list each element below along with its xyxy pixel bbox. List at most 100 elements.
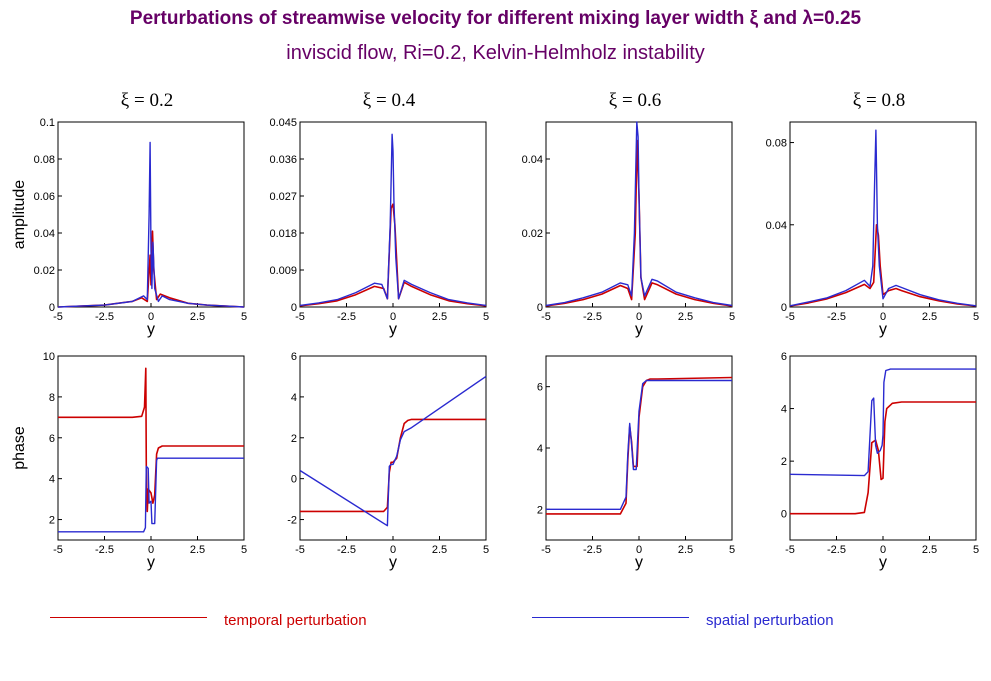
panel-phase-4-ytick-label: 6 — [781, 351, 787, 363]
panel-amplitude-4-xtick-label: 2.5 — [922, 311, 937, 323]
panel-amplitude-1-heading: ξ = 0.2 — [121, 90, 173, 111]
panel-phase-3-ytick-label: 2 — [537, 504, 543, 516]
panel-phase-4-ytick-label: 2 — [781, 456, 787, 468]
panel-phase-3-xtick-label: 0 — [636, 544, 642, 556]
panel-amplitude-1-xtick-label: 5 — [241, 311, 247, 323]
panel-amplitude-1-spatial-line — [57, 141, 245, 308]
panel-phase-1-xtick-label: 2.5 — [190, 544, 205, 556]
legend-spatial-label: spatial perturbation — [706, 612, 834, 629]
panel-amplitude-2-xtick-label: 5 — [483, 311, 489, 323]
panel-amplitude-4-xtick-label: 0 — [880, 311, 886, 323]
panel-phase-2-xlabel: y — [389, 554, 397, 571]
panel-amplitude-3-ytick-label: 0.04 — [522, 154, 543, 166]
panel-phase-2-spatial-line — [299, 375, 487, 527]
panel-amplitude-4-ytick-label: 0.08 — [766, 138, 787, 150]
panel-amplitude-4-heading: ξ = 0.8 — [853, 90, 905, 111]
panel-amplitude-4-ytick-label: 0.04 — [766, 220, 787, 232]
panel-phase-2-xtick-label: 2.5 — [432, 544, 447, 556]
panel-amplitude-4-spatial-line — [789, 129, 977, 307]
panel-phase-3-spatial-line — [546, 379, 732, 510]
panel-amplitude-4-xlabel: y — [879, 321, 887, 338]
panel-amplitude-1-xtick-label: -5 — [53, 311, 63, 323]
panel-amplitude-2-ytick-label: 0.045 — [269, 117, 297, 129]
panel-amplitude-4-xtick-label: 5 — [973, 311, 979, 323]
panel-amplitude-1-ytick-label: 0.06 — [34, 191, 55, 203]
panel-amplitude-3-ytick-label: 0.02 — [522, 228, 543, 240]
panel-phase-1-ytick-label: 4 — [49, 474, 55, 486]
panel-amplitude-1-xtick-label: -2.5 — [95, 311, 114, 323]
panel-phase-4-xlabel: y — [879, 554, 887, 571]
panel-amplitude-3-xtick-label: -2.5 — [583, 311, 602, 323]
panel-phase-4-xtick-label: 0 — [880, 544, 886, 556]
panel-amplitude-2-ytick-label: 0 — [291, 302, 297, 314]
panel-phase-3-xtick-label: 2.5 — [678, 544, 693, 556]
panel-phase-1-ytick-label: 2 — [49, 515, 55, 527]
panel-phase-3-frame — [545, 355, 733, 541]
panel-phase-2-xtick-label: 0 — [390, 544, 396, 556]
panel-amplitude-2-xtick-label: 0 — [390, 311, 396, 323]
panel-amplitude-4-temporal-line — [789, 224, 977, 307]
panel-phase-1-xlabel: y — [147, 554, 155, 571]
panel-phase-3-ytick-label: 6 — [537, 382, 543, 394]
panel-amplitude-4-ytick-label: 0 — [781, 302, 787, 314]
panel-amplitude-1-ytick-label: 0 — [49, 302, 55, 314]
panel-phase-2-ytick-label: 6 — [291, 351, 297, 363]
panel-amplitude-1-ytick-label: 0.1 — [40, 117, 55, 129]
panel-amplitude-3-ytick-label: 0 — [537, 302, 543, 314]
panel-phase-3-temporal-line — [546, 376, 733, 515]
panel-phase-4-spatial-line — [789, 368, 976, 477]
panel-phase-2-frame — [299, 355, 487, 541]
panel-amplitude-2-ytick-label: 0.036 — [269, 154, 297, 166]
panel-amplitude-3-xtick-label: 0 — [636, 311, 642, 323]
panel-phase-1-xtick-label: -2.5 — [95, 544, 114, 556]
panel-phase-3-xlabel: y — [635, 554, 643, 571]
panel-amplitude-3-heading: ξ = 0.6 — [609, 90, 661, 111]
panel-amplitude-3-xtick-label: -5 — [541, 311, 551, 323]
panel-amplitude-2-xtick-label: -5 — [295, 311, 305, 323]
panel-amplitude-1-xtick-label: 2.5 — [190, 311, 205, 323]
panel-phase-3-xtick-label: -2.5 — [583, 544, 602, 556]
panel-phase-2-ytick-label: -2 — [287, 515, 297, 527]
legend-spatial-line — [532, 617, 689, 618]
panel-amplitude-3-spatial-line — [545, 121, 733, 307]
panel-phase-1-temporal-line — [58, 367, 244, 513]
panel-amplitude-1-ylabel: amplitude — [11, 180, 28, 249]
panel-phase-2-ytick-label: 2 — [291, 433, 297, 445]
panel-phase-3-xtick-label: -5 — [541, 544, 551, 556]
panel-phase-4-xtick-label: 2.5 — [922, 544, 937, 556]
panel-phase-2-xtick-label: -5 — [295, 544, 305, 556]
panel-phase-4-xtick-label: -5 — [785, 544, 795, 556]
panel-amplitude-2-spatial-line — [299, 133, 487, 307]
panel-amplitude-2-xtick-label: -2.5 — [337, 311, 356, 323]
panel-amplitude-3-xtick-label: 5 — [729, 311, 735, 323]
panel-phase-4-temporal-line — [790, 401, 976, 515]
panel-amplitude-1-ytick-label: 0.04 — [34, 228, 55, 240]
panel-amplitude-2-temporal-line — [299, 203, 487, 307]
panel-phase-2-xtick-label: 5 — [483, 544, 489, 556]
panel-amplitude-1-ytick-label: 0.02 — [34, 265, 55, 277]
panel-amplitude-3-xtick-label: 2.5 — [678, 311, 693, 323]
panel-phase-4-ytick-label: 4 — [781, 404, 787, 416]
panel-amplitude-2-xtick-label: 2.5 — [432, 311, 447, 323]
panel-amplitude-4-frame — [789, 121, 977, 308]
legend-temporal-line — [50, 617, 207, 618]
panel-phase-4-ytick-label: 0 — [781, 509, 787, 521]
panel-phase-1-ytick-label: 8 — [49, 392, 55, 404]
legend-temporal-label: temporal perturbation — [224, 612, 367, 629]
panel-phase-1-ytick-label: 10 — [43, 351, 55, 363]
panel-phase-1-ylabel: phase — [11, 426, 28, 470]
panel-amplitude-1-ytick-label: 0.08 — [34, 154, 55, 166]
panel-amplitude-1-xlabel: y — [147, 321, 155, 338]
plots-grid: -5 -2.5 0 2.5 5 0 0.02 0.04 0.06 0.08 0.1 y amplitud… — [11, 90, 979, 571]
panel-phase-2-ytick-label: 0 — [291, 474, 297, 486]
panel-phase-3-ytick-label: 4 — [537, 443, 543, 455]
panel-phase-1-xtick-label: 0 — [148, 544, 154, 556]
panel-amplitude-1-xtick-label: 0 — [148, 311, 154, 323]
panel-phase-2-xtick-label: -2.5 — [337, 544, 356, 556]
panel-phase-2-ytick-label: 4 — [291, 392, 297, 404]
panel-amplitude-2-ytick-label: 0.027 — [269, 191, 297, 203]
panel-phase-4-frame — [789, 355, 977, 541]
panel-phase-2-temporal-line — [300, 418, 486, 513]
panel-phase-1-xtick-label: -5 — [53, 544, 63, 556]
chart-title: Perturbations of streamwise velocity for… — [129, 8, 862, 29]
